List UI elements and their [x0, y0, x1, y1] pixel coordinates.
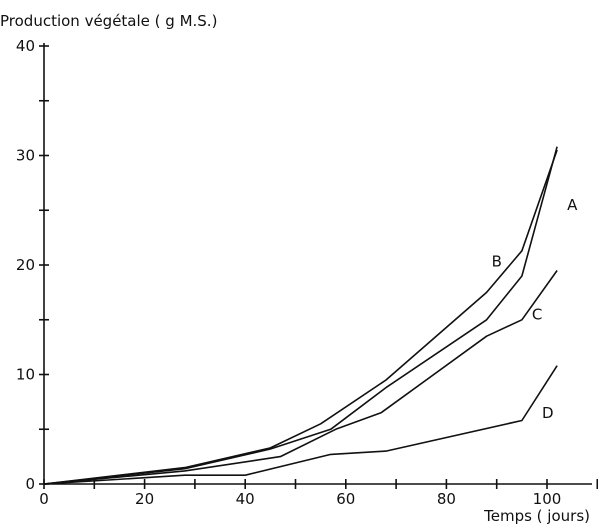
series-label-d: D [542, 404, 554, 422]
series-label-c: C [532, 305, 542, 323]
x-tick-label: 0 [39, 490, 49, 508]
y-tick-label: 30 [16, 147, 35, 165]
series-lines: A B C D [43, 146, 578, 485]
ticks: 0 20 40 60 80 100 0 10 20 30 40 [16, 37, 598, 508]
y-tick-label: 40 [16, 37, 35, 55]
series-label-a: A [567, 196, 578, 214]
x-axis-label: Temps ( jours) [483, 507, 590, 525]
y-tick-label: 10 [16, 366, 35, 384]
series-line-c [43, 270, 558, 485]
series-line-d [43, 365, 558, 485]
series-line-a [43, 146, 558, 485]
series-label-b: B [492, 253, 502, 271]
x-tick-label: 60 [336, 490, 355, 508]
x-tick-label: 100 [533, 490, 562, 508]
y-tick-label: 0 [25, 475, 35, 493]
y-axis-label: Production végétale ( g M.S.) [0, 12, 217, 30]
y-tick-label: 20 [16, 256, 35, 274]
x-tick-label: 40 [236, 490, 255, 508]
x-tick-label: 80 [437, 490, 456, 508]
series-line-b [43, 149, 558, 485]
x-tick-label: 20 [135, 490, 154, 508]
